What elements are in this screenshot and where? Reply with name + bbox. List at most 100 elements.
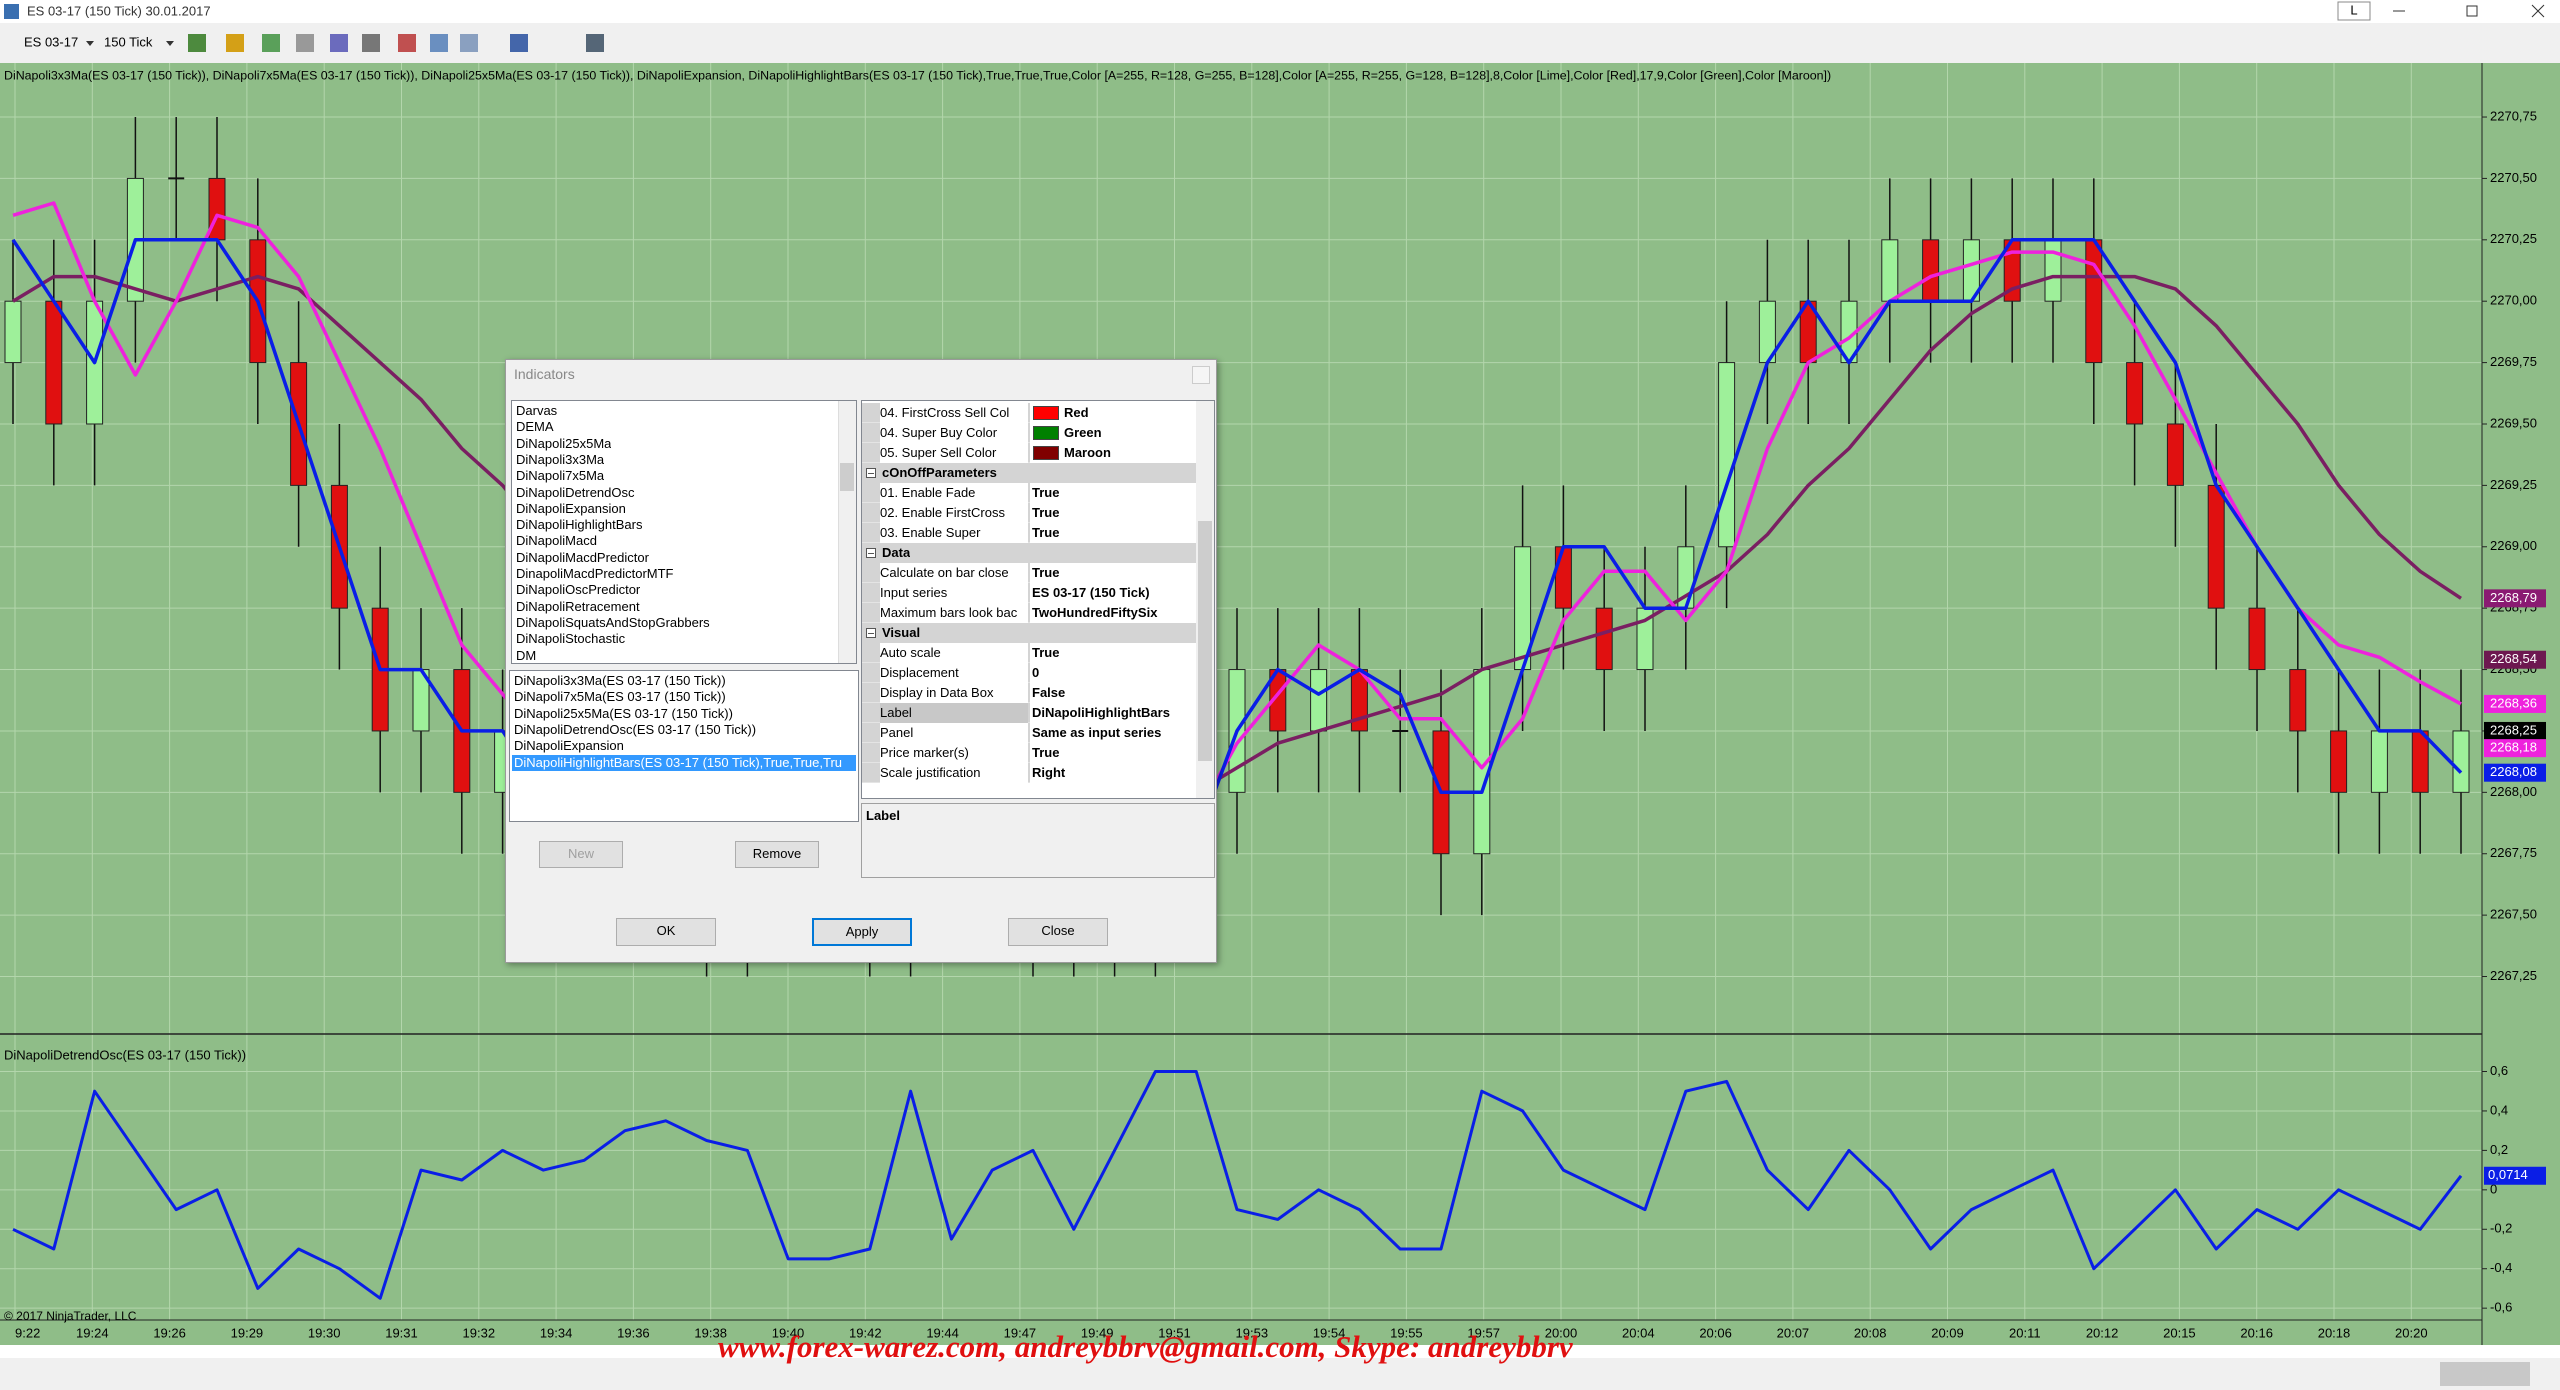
tool-icon[interactable] — [226, 34, 244, 52]
price-marker-label: 2268,08 — [2490, 764, 2537, 779]
property-name[interactable]: Maximum bars look bac — [880, 603, 1028, 623]
available-item[interactable]: DiNapoliExpansion — [516, 500, 626, 516]
tool-icon[interactable] — [586, 34, 604, 52]
available-item[interactable]: DiNapoli3x3Ma — [516, 451, 605, 467]
available-item[interactable]: DiNapoli25x5Ma — [516, 435, 612, 451]
property-name[interactable]: Scale justification — [880, 763, 1028, 783]
available-item[interactable]: Darvas — [516, 403, 558, 418]
scrollbar[interactable] — [0, 1358, 2560, 1390]
property-value[interactable]: TwoHundredFiftySix — [1030, 603, 1196, 623]
property-name[interactable]: Input series — [880, 583, 1028, 603]
property-name[interactable]: Auto scale — [880, 643, 1028, 663]
property-value[interactable]: Red — [1030, 403, 1196, 423]
tool-icon[interactable] — [398, 34, 416, 52]
property-value[interactable]: False — [1030, 683, 1196, 703]
property-value[interactable]: True — [1030, 643, 1196, 663]
dialog-close[interactable] — [1192, 366, 1210, 384]
tool-icon[interactable] — [510, 34, 528, 52]
osc-tick-label: -0,6 — [2490, 1300, 2512, 1315]
price-tick-label: 2269,25 — [2490, 477, 2537, 492]
close-window[interactable] — [2531, 4, 2545, 18]
available-item[interactable]: DiNapoliSquatsAndStopGrabbers — [516, 614, 710, 630]
property-value[interactable]: 0 — [1030, 663, 1196, 683]
tool-icon[interactable] — [330, 34, 348, 52]
interval-selector[interactable]: 150 Tick — [104, 34, 153, 49]
tool-icon[interactable] — [362, 34, 380, 52]
property-name[interactable]: 03. Enable Super — [880, 523, 1028, 543]
title-bar — [0, 0, 2560, 23]
toolbar-icons[interactable] — [188, 34, 604, 52]
property-name[interactable]: 05. Super Sell Color — [880, 443, 1028, 463]
property-name[interactable]: Price marker(s) — [880, 743, 1028, 763]
property-value[interactable]: Green — [1030, 423, 1196, 443]
osc-marker-label: 0,0714 — [2488, 1167, 2528, 1182]
window-button-label[interactable]: L — [2350, 2, 2357, 17]
applied-item[interactable]: DiNapoliExpansion — [514, 738, 624, 754]
tool-icon[interactable] — [296, 34, 314, 52]
available-item[interactable]: DiNapoliDetrendOsc — [516, 484, 635, 500]
candle-body — [1310, 669, 1328, 732]
collapse-box[interactable] — [866, 548, 876, 558]
remove-button[interactable]: Remove — [735, 841, 819, 868]
available-item[interactable]: DiNapoliMacdPredictor — [516, 549, 649, 565]
tool-icon[interactable] — [262, 34, 280, 52]
available-item[interactable]: DiNapoliStochastic — [516, 631, 626, 647]
property-name[interactable]: Panel — [880, 723, 1028, 743]
time-tick-label: 20:07 — [1777, 1325, 1810, 1340]
applied-item[interactable]: DiNapoliHighlightBars(ES 03-17 (150 Tick… — [512, 754, 856, 771]
property-category — [862, 543, 1196, 563]
property-name[interactable]: 01. Enable Fade — [880, 483, 1028, 503]
property-value[interactable]: Same as input series — [1030, 723, 1196, 743]
apply-button[interactable]: Apply — [812, 918, 912, 946]
candle-body — [2289, 669, 2307, 732]
instrument-selector[interactable]: ES 03-17 — [24, 34, 78, 49]
applied-item[interactable]: DiNapoli7x5Ma(ES 03-17 (150 Tick)) — [514, 689, 726, 705]
property-value[interactable]: Right — [1030, 763, 1196, 783]
available-item[interactable]: DiNapoliHighlightBars — [516, 517, 643, 533]
available-item[interactable]: DM — [516, 647, 537, 663]
property-name[interactable]: Calculate on bar close — [880, 563, 1028, 583]
available-item[interactable]: DiNapoliRetracement — [516, 598, 640, 614]
applied-item[interactable]: DiNapoli25x5Ma(ES 03-17 (150 Tick)) — [514, 705, 733, 721]
ok-button[interactable]: OK — [616, 918, 716, 946]
property-value[interactable]: ES 03-17 (150 Tick) — [1030, 583, 1196, 603]
property-value[interactable]: DiNapoliHighlightBars — [1030, 703, 1196, 723]
property-value[interactable]: True — [1030, 563, 1196, 583]
tool-icon[interactable] — [430, 34, 448, 52]
window-button[interactable] — [2337, 1, 2371, 21]
available-item[interactable]: DEMA — [516, 419, 554, 435]
property-value[interactable]: Maroon — [1030, 443, 1196, 463]
property-name[interactable]: Display in Data Box — [880, 683, 1028, 703]
scroll-thumb[interactable] — [2440, 1362, 2530, 1386]
tool-icon[interactable] — [460, 34, 478, 52]
new-button[interactable]: New — [539, 841, 623, 868]
candle-body — [2126, 362, 2144, 425]
property-value[interactable]: True — [1030, 503, 1196, 523]
collapse-box[interactable] — [866, 628, 876, 638]
scrollbar[interactable] — [838, 401, 856, 663]
applied-item[interactable]: DiNapoli3x3Ma(ES 03-17 (150 Tick)) — [514, 673, 726, 688]
property-name[interactable]: Displacement — [880, 663, 1028, 683]
category-label: cOnOffParameters — [882, 465, 997, 480]
applied-item[interactable]: DiNapoliDetrendOsc(ES 03-17 (150 Tick)) — [514, 721, 757, 737]
maximize[interactable] — [2466, 5, 2478, 17]
close-button[interactable]: Close — [1008, 918, 1108, 946]
tool-icon[interactable] — [188, 34, 206, 52]
property-value[interactable]: True — [1030, 483, 1196, 503]
available-item[interactable]: DiNapoliOscPredictor — [516, 582, 641, 598]
property-value[interactable]: True — [1030, 523, 1196, 543]
osc-tick-label: 0,4 — [2490, 1102, 2508, 1117]
available-item[interactable]: DiNapoli7x5Ma — [516, 468, 605, 484]
property-value[interactable]: True — [1030, 743, 1196, 763]
collapse-box[interactable] — [866, 468, 876, 478]
property-name[interactable]: 02. Enable FirstCross — [880, 503, 1028, 523]
available-item[interactable]: DinapoliMacdPredictorMTF — [516, 566, 674, 581]
property-name[interactable]: 04. Super Buy Color — [880, 423, 1028, 443]
color-swatch — [1033, 426, 1059, 440]
scroll-thumb[interactable] — [840, 463, 854, 491]
property-name[interactable]: Label — [880, 703, 1028, 723]
property-name[interactable]: 04. FirstCross Sell Col — [880, 403, 1028, 423]
available-item[interactable]: DiNapoliMacd — [516, 533, 597, 549]
scroll-thumb[interactable] — [1198, 521, 1212, 761]
time-tick-label: 19:26 — [153, 1325, 186, 1340]
